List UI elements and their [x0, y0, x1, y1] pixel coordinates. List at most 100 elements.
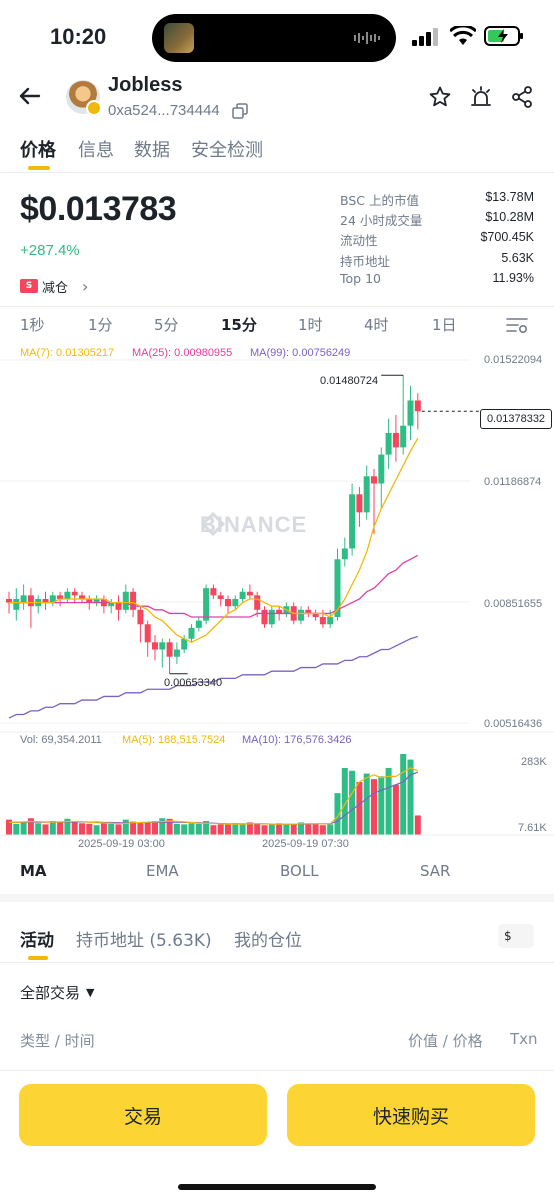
candle-body [341, 548, 348, 560]
volume-bar [64, 818, 71, 835]
interval-5m[interactable]: 5分 [154, 316, 179, 334]
status-time: 10:20 [50, 24, 107, 49]
indicator-ema[interactable]: EMA [146, 862, 179, 880]
interval-15m[interactable]: 15分 [221, 316, 257, 334]
trade-button[interactable]: 交易 [19, 1084, 267, 1146]
price-change: +287.4% [20, 242, 80, 259]
battery-charging-icon [484, 26, 523, 46]
volume-bar [305, 823, 312, 835]
volume-bar [319, 825, 326, 835]
stat-label: 24 小时成交量 [340, 213, 423, 229]
candle-body [392, 432, 399, 448]
low-price-label: 0.00653340 [164, 677, 223, 689]
volume-bar [298, 822, 304, 835]
contract-address: 0xa524...734444 [108, 102, 220, 119]
stat-label: 流动性 [340, 233, 378, 249]
stat-value: $700.45K [480, 230, 534, 245]
tab-my-position[interactable]: 我的仓位 [234, 931, 302, 951]
volume-bar [13, 823, 20, 835]
candle-body [13, 598, 20, 610]
coin-name: Jobless [108, 74, 183, 96]
volume-bar [217, 824, 224, 835]
tab-info[interactable]: 信息 [78, 140, 114, 161]
column-txn: Txn [510, 1030, 538, 1048]
tab-price[interactable]: 价格 [20, 140, 56, 161]
candle-body [356, 494, 363, 513]
volume-bar [166, 818, 173, 835]
candle-body [152, 642, 158, 650]
tab-active-indicator [28, 166, 50, 170]
stat-row: BSC 上的市值 $13.78M [340, 190, 534, 210]
reduce-position-chip[interactable]: S 减仓 › [20, 274, 88, 298]
tab-security[interactable]: 安全检测 [191, 140, 263, 161]
volume-bar [290, 824, 297, 835]
candle-body [217, 595, 224, 599]
candle-body [225, 598, 231, 607]
candle-body [327, 617, 334, 625]
tab-holders[interactable]: 持币地址 (5.63K) [76, 931, 212, 951]
candle-body [268, 609, 275, 625]
candle-body [137, 609, 144, 625]
current-price: $0.013783 [20, 190, 177, 228]
interval-1s[interactable]: 1秒 [20, 316, 45, 334]
ma25-line [9, 554, 419, 618]
candle-body [49, 595, 56, 603]
currency-toggle[interactable]: $ [498, 924, 534, 948]
alert-icon[interactable] [469, 85, 493, 109]
chart-settings-icon[interactable] [506, 316, 528, 334]
wifi-icon [450, 26, 476, 45]
indicator-sar[interactable]: SAR [420, 862, 451, 880]
tabs-divider [0, 172, 554, 173]
candle-body [108, 602, 115, 607]
binance-logo-icon [200, 511, 226, 537]
candle-body [319, 617, 326, 625]
share-icon[interactable] [510, 85, 534, 109]
tab-data[interactable]: 数据 [134, 140, 170, 161]
volume-bar [86, 823, 93, 835]
volume-bar [144, 822, 151, 835]
stat-row: Top 10 11.93% [340, 271, 534, 291]
volume-bar [122, 819, 129, 835]
candle-body [93, 598, 100, 603]
candle-body [407, 400, 414, 426]
volume-bar [57, 822, 64, 835]
interval-4h[interactable]: 4时 [364, 316, 389, 334]
candle-body [130, 591, 137, 610]
quick-buy-button[interactable]: 快速购买 [287, 1084, 535, 1146]
x-time-label: 2025-09-19 03:00 [78, 838, 165, 850]
volume-bar [210, 825, 217, 835]
vol-ma10-legend: MA(10): 176,576.3426 [242, 734, 352, 746]
back-arrow-icon[interactable] [18, 84, 42, 108]
candle-body [312, 613, 319, 618]
candle-body [246, 591, 253, 596]
candle-body [27, 595, 34, 607]
candle-body [159, 642, 166, 650]
candle-body [122, 591, 129, 610]
interval-1d[interactable]: 1日 [432, 316, 457, 334]
interval-1h[interactable]: 1时 [298, 316, 323, 334]
volume-bar [93, 825, 100, 835]
bottom-bar-divider [0, 1070, 554, 1071]
indicator-boll[interactable]: BOLL [280, 862, 319, 880]
volume-bar [181, 824, 188, 835]
price-chart[interactable] [0, 340, 554, 860]
candle-body [181, 638, 188, 650]
ma99-legend: MA(99): 0.00756249 [250, 347, 351, 359]
volume-bar [100, 822, 107, 835]
star-icon[interactable] [428, 85, 452, 109]
copy-icon[interactable] [232, 103, 248, 119]
y-tick-label: 0.00516436 [484, 718, 543, 730]
tab-activity[interactable]: 活动 [20, 931, 54, 951]
candle-body [239, 591, 246, 599]
indicator-ma[interactable]: MA [20, 862, 47, 880]
volume-bar [246, 822, 253, 835]
candle-body [6, 598, 12, 603]
volume-bar [27, 818, 34, 835]
volume-bar [312, 823, 319, 835]
volume-bar [254, 823, 261, 835]
interval-1m[interactable]: 1分 [88, 316, 113, 334]
stat-value: 5.63K [501, 250, 534, 265]
high-price-label: 0.01480724 [320, 375, 379, 387]
volume-bar [6, 819, 12, 835]
trade-filter-dropdown[interactable]: 全部交易 ▼ [20, 982, 94, 1003]
